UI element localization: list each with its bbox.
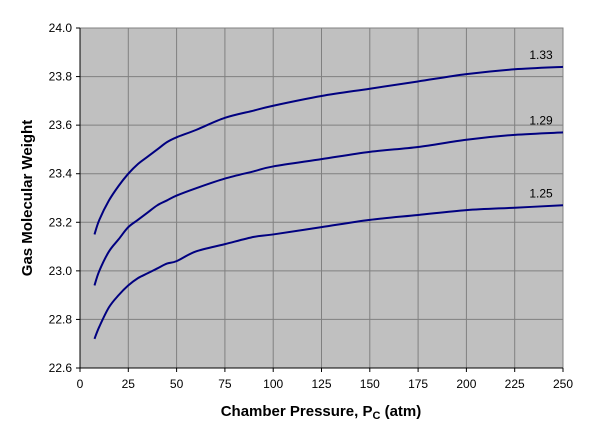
- x-tick-label: 125: [311, 377, 331, 391]
- x-tick-label: 150: [360, 377, 380, 391]
- x-tick-label: 0: [77, 377, 84, 391]
- series-line-1.25: [93, 204, 564, 340]
- y-tick-label: 23.4: [49, 167, 73, 181]
- series-labels: 1.33 1.29 1.25: [529, 48, 553, 200]
- x-axis-title: Chamber Pressure, PC (atm): [221, 403, 422, 422]
- x-axis-title-subscript: C: [372, 410, 380, 422]
- tick-labels: 0 25 50 75 100 125 150 175 200 225 250 22.6 22.8 23.0…: [49, 21, 574, 391]
- x-tick-label: 175: [408, 377, 428, 391]
- x-tick-label: 100: [263, 377, 283, 391]
- series-lines: [93, 65, 564, 340]
- y-tick-label: 22.8: [49, 312, 73, 326]
- x-tick-label: 250: [553, 377, 573, 391]
- x-tick-label: 50: [170, 377, 184, 391]
- y-tick-label: 24.0: [49, 21, 73, 35]
- x-tick-label: 75: [218, 377, 232, 391]
- y-tick-label: 23.0: [49, 264, 73, 278]
- x-tick-label: 225: [505, 377, 525, 391]
- x-tick-label: 25: [122, 377, 136, 391]
- series-label: 1.29: [529, 113, 553, 127]
- y-tick-label: 23.2: [49, 215, 73, 229]
- series-line-1.33: [93, 65, 564, 235]
- series-line-1.29: [93, 131, 564, 286]
- y-tick-label: 22.6: [49, 361, 73, 375]
- y-tick-label: 23.8: [49, 70, 73, 84]
- gridlines: [80, 28, 563, 368]
- y-tick-label: 23.6: [49, 118, 73, 132]
- x-tick-label: 200: [456, 377, 476, 391]
- y-axis-title: Gas Molecular Weight: [19, 120, 36, 276]
- series-label: 1.33: [529, 48, 553, 62]
- series-label: 1.25: [529, 186, 553, 200]
